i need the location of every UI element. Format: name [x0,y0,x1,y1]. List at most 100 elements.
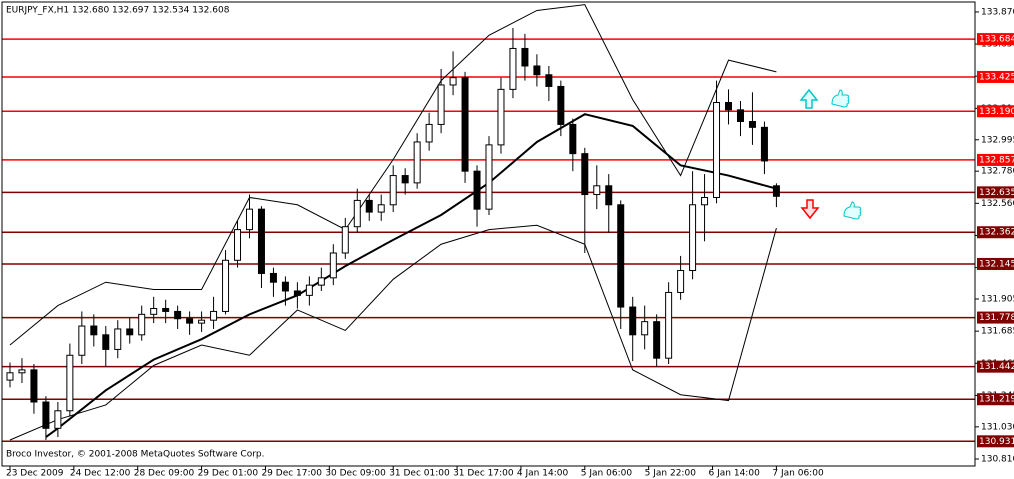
x-tick-label: 28 Dec 09:00 [134,469,195,479]
candle-body [605,185,613,206]
candle-body [677,270,685,293]
candle-body [90,325,98,336]
level-label: 131.219 [979,395,1014,405]
candle-body [365,199,373,213]
level-label-bg [977,186,1014,199]
candle-body [126,328,134,336]
candle-body [485,144,493,210]
candle-body [497,88,505,146]
candle-body [269,272,277,283]
candle-body [581,153,589,196]
y-tick-label: 133.870 [981,7,1014,17]
candle-body [437,84,445,125]
plot-area [2,4,975,443]
candle-body [18,369,26,374]
candle-body [533,65,541,76]
candle-body [617,204,625,308]
copyright: Broco Investor, © 2001-2008 MetaQuotes S… [6,450,265,460]
level-label-bg [977,33,1014,46]
x-tick-label: 6 Jan 14:00 [709,469,761,479]
candle-body [653,321,661,359]
candle-body [293,290,301,296]
candle-body [210,310,218,321]
indicator-line [45,113,777,438]
x-tick-label: 31 Dec 17:00 [453,469,514,479]
x-tick-label: 5 Jan 06:00 [581,469,633,479]
x-tick-label: 30 Dec 09:00 [325,469,386,479]
candle-body [353,199,361,228]
candle-body [772,185,780,197]
up-arrow [799,88,819,109]
indicator-line [9,224,777,441]
y-tick-label: 130.810 [981,454,1014,464]
candle-body [222,259,230,312]
candle-body [473,170,481,210]
candle-body [748,121,756,128]
y-tick-label: 132.995 [981,135,1014,145]
x-tick-label: 29 Dec 01:00 [198,469,259,479]
candle-body [341,226,349,254]
candle-body [6,372,14,381]
level-label: 131.778 [979,313,1014,323]
x-tick-label: 4 Jan 14:00 [517,469,569,479]
down-arrow [800,199,820,220]
candle-body [389,175,397,206]
candle-body [66,354,74,412]
candle-body [593,185,601,196]
level-label: 130.931 [979,437,1014,447]
candle-body [377,204,385,213]
level-label-bg [977,226,1014,239]
level-label: 131.442 [979,362,1014,372]
candle-body [557,85,565,125]
level-label-bg [977,153,1014,166]
candle-body [641,321,649,336]
candle-body [54,410,62,429]
y-tick-label: 131.685 [981,327,1014,337]
level-label-bg [977,393,1014,406]
candle-body [401,175,409,184]
candle-body [102,334,110,350]
candle-body [760,126,768,162]
candle-body [329,252,337,279]
candle-body [186,318,194,324]
y-tick-label: 131.905 [981,295,1014,305]
level-label: 132.635 [979,188,1014,198]
level-label: 132.857 [979,155,1014,165]
x-tick-label: 7 Jan 06:00 [772,469,824,479]
candle-body [449,77,457,86]
x-tick-label: 24 Dec 12:00 [70,469,131,479]
level-label-bg [977,70,1014,83]
y-tick-label: 132.780 [981,167,1014,177]
plot-border [1,1,976,467]
chart-title: EURJPY_FX,H1 132.680 132.697 132.534 132… [6,6,230,16]
candle-body [42,401,50,429]
indicator-line [9,4,777,346]
level-label-bg [977,257,1014,270]
level-label-bg [977,105,1014,118]
level-label: 132.145 [979,259,1014,269]
thumb-icon [843,201,862,220]
candle-body [281,281,289,292]
candle-body [234,229,242,261]
level-label: 133.425 [979,72,1014,82]
candle-body [713,102,721,198]
candle-body [665,291,673,359]
candle-body [150,308,158,315]
candle-body [257,208,265,274]
candle-body [162,308,170,312]
signal-icons [799,88,862,220]
candle-body [521,47,529,67]
y-tick-label: 131.030 [981,422,1014,432]
candle-body [725,102,733,111]
thumb-icon [831,89,850,108]
candle-body [413,141,421,184]
candle-body [245,208,253,231]
candle-body [114,328,122,350]
candle-body [461,77,469,172]
candle-body [174,310,182,320]
candle-body [425,123,433,143]
candle-body [30,369,38,403]
candle-body [736,109,744,123]
